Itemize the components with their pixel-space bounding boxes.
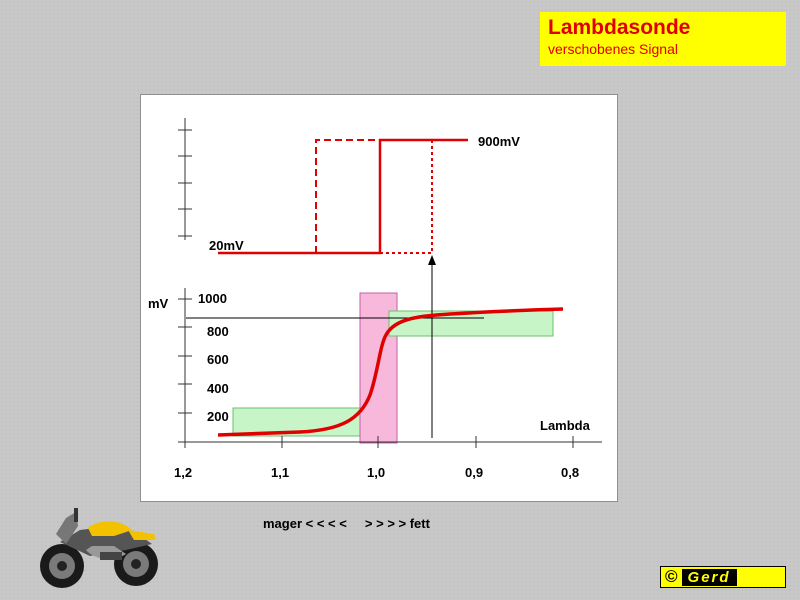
- y-tick-600: 600: [207, 352, 229, 367]
- y-tick-1000: 1000: [198, 291, 227, 306]
- y-tick-400: 400: [207, 381, 229, 396]
- step-signal-dotted: [380, 140, 433, 254]
- x-axis-label: Lambda: [540, 418, 591, 433]
- copyright-brand: Gerd: [681, 568, 737, 586]
- rich-window: [388, 310, 554, 337]
- lean-label: mager < < < <: [263, 516, 347, 531]
- title-main: Lambdasonde: [548, 16, 691, 39]
- y-tick-800: 800: [207, 324, 229, 339]
- x-tick-0-9: 0,9: [465, 465, 483, 480]
- title-box: Lambdasonde verschobenes Signal: [540, 12, 786, 66]
- upper-high-label: 900mV: [478, 134, 520, 149]
- motorcycle-icon: [40, 508, 158, 588]
- x-tick-1-1: 1,1: [271, 465, 289, 480]
- y-tick-200: 200: [207, 409, 229, 424]
- title-sub: verschobenes Signal: [548, 41, 678, 57]
- lower-y-ticks: [178, 298, 192, 414]
- x-tick-0-8: 0,8: [561, 465, 579, 480]
- step-signal-solid: [218, 138, 468, 255]
- y-unit-label: mV: [148, 296, 169, 311]
- rich-label: > > > > fett: [364, 516, 430, 531]
- step-signal-dashed: [315, 139, 380, 253]
- sensor-curve: [217, 307, 564, 437]
- lower-x-ticks: [184, 436, 574, 448]
- lean-rich-caption: mager < < < < > > > > fett: [263, 516, 430, 531]
- upper-y-ticks: [178, 129, 192, 237]
- shift-arrow-head: [428, 255, 436, 265]
- copyright-badge: © Gerd: [660, 566, 786, 588]
- copyright-symbol: ©: [665, 567, 678, 586]
- upper-low-label: 20mV: [209, 238, 244, 253]
- x-tick-1-0: 1,0: [367, 465, 385, 480]
- x-tick-1-2: 1,2: [174, 465, 192, 480]
